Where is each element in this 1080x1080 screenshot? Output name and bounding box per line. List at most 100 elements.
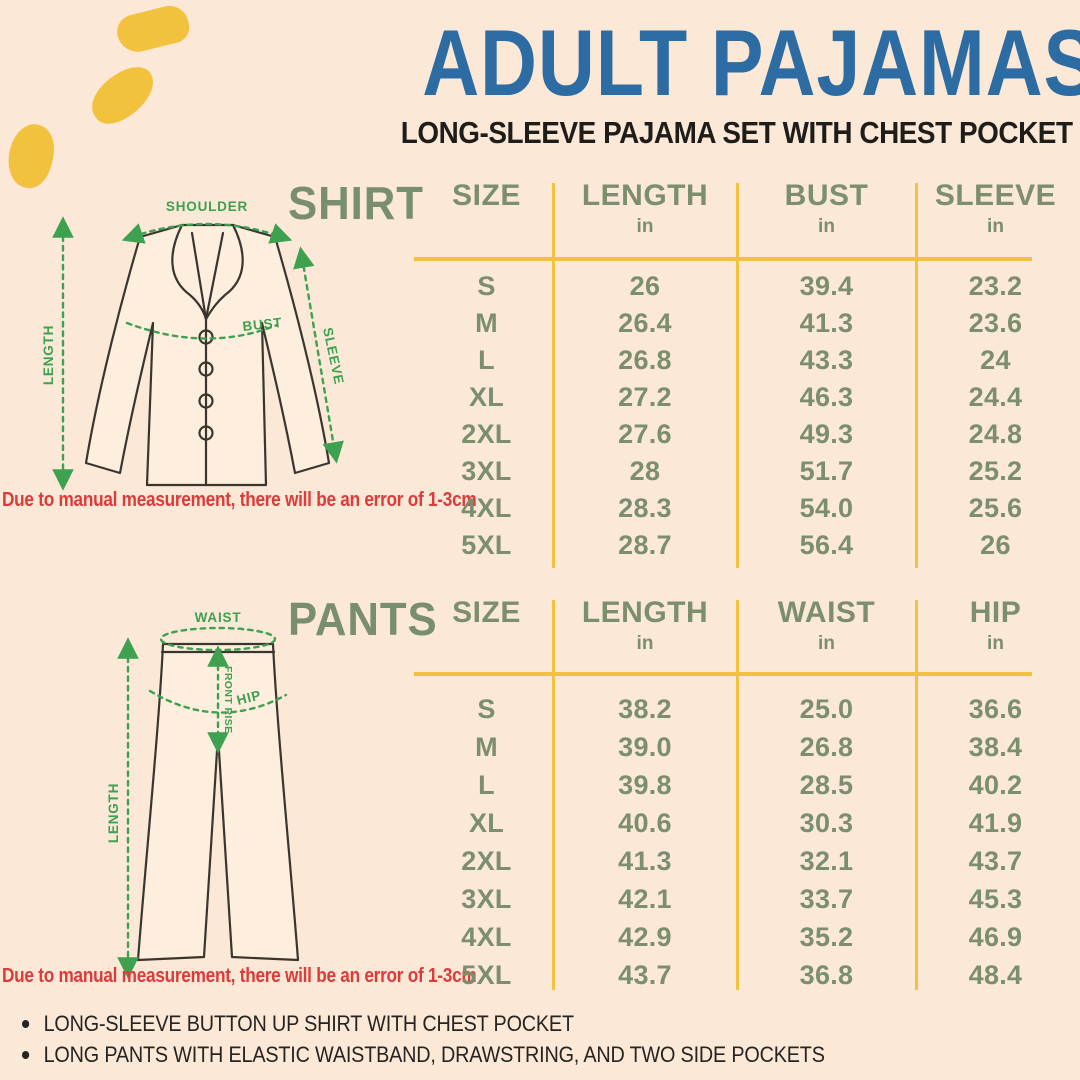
column-header-bust: BUST in [784, 179, 869, 237]
length-measure-label: LENGTH [41, 325, 56, 385]
shirt-section-label: SHIRT [288, 177, 424, 229]
column-header-waist: WAIST in [777, 596, 876, 654]
measurement-cell: 26 [980, 530, 1011, 560]
measurement-cell: 36.6 [968, 693, 1023, 724]
measurement-cell: 26 [629, 271, 661, 301]
shoulder-measure-label: SHOULDER [166, 199, 248, 214]
measurement-cell: 36.8 [799, 959, 854, 990]
measurement-cell: 32.1 [799, 845, 854, 876]
measurement-cell: 24.4 [968, 382, 1023, 412]
column-header-length: LENGTH in [581, 179, 709, 237]
measurement-cell: 24.8 [968, 419, 1023, 449]
measurement-cell: 27.6 [618, 419, 672, 449]
column-divider [551, 600, 555, 990]
size-cell: 5XL [461, 959, 512, 990]
shirt-measurement-diagram: SHOULDER LENGTH BUST SLEEVE [41, 199, 347, 491]
sleeve-measure-label: SLEEVE [320, 326, 347, 386]
shirt-button [198, 361, 214, 377]
measurement-cell: 35.2 [799, 921, 854, 952]
shirt-measurement-note: Due to manual measurement, there will be… [2, 489, 477, 511]
page-subtitle: LONG-SLEEVE PAJAMA SET WITH CHEST POCKET [400, 114, 1073, 150]
shirt-size-table: SIZE LENGTH in BUST in SLEEVE in S 26 39.4 23.2 M 26… [414, 178, 1075, 568]
measurement-cell: 56.4 [799, 530, 854, 560]
measurement-cell: 28.3 [618, 493, 672, 523]
feature-list: LONG-SLEEVE BUTTON UP SHIRT WITH CHEST P… [22, 1008, 825, 1070]
column-header-size: SIZE [452, 179, 521, 212]
measurement-cell: 46.3 [799, 382, 854, 412]
column-divider [914, 183, 918, 568]
shirt-button [198, 393, 214, 409]
measurement-cell: 26.8 [799, 731, 854, 762]
feature-item: LONG-SLEEVE BUTTON UP SHIRT WITH CHEST P… [22, 1008, 825, 1039]
measurement-cell: 45.3 [968, 883, 1023, 914]
measurement-cell: 54.0 [799, 493, 854, 523]
column-divider [914, 600, 918, 990]
measurement-cell: 40.6 [618, 807, 672, 838]
size-cell: 2XL [461, 845, 512, 876]
measurement-cell: 28 [629, 456, 661, 486]
measurement-cell: 39.8 [618, 769, 672, 800]
measurement-cell: 27.2 [618, 382, 672, 412]
bullet-icon [22, 1050, 30, 1059]
pants-outline [136, 642, 300, 962]
measurement-cell: 40.2 [968, 769, 1023, 800]
measurement-cell: 39.4 [799, 271, 854, 301]
measurement-cell: 33.7 [799, 883, 854, 914]
measurement-cell: 23.6 [968, 308, 1023, 338]
measurement-cell: 28.7 [618, 530, 672, 560]
front-rise-measure-label: FRONT RISE [222, 666, 234, 734]
measurement-cell: 25.0 [799, 693, 854, 724]
measurement-cell: 25.2 [968, 456, 1023, 486]
size-cell: XL [468, 807, 505, 838]
measurement-cell: 48.4 [968, 959, 1023, 990]
measurement-cell: 49.3 [799, 419, 854, 449]
column-divider [735, 183, 739, 568]
measurement-cell: 39.0 [618, 731, 672, 762]
measurement-cell: 26.8 [618, 345, 672, 375]
measurement-cell: 41.3 [799, 308, 854, 338]
size-cell: 3XL [461, 456, 512, 486]
size-cell: M [475, 731, 498, 762]
pants-measurement-note: Due to manual measurement, there will be… [2, 965, 477, 987]
pants-measurement-diagram: WAIST FRONT RISE HIP LENGTH [106, 610, 300, 979]
header-divider [414, 672, 1032, 676]
measurement-cell: 51.7 [799, 456, 854, 486]
page-title: ADULT PAJAMAS [422, 10, 1080, 115]
measurement-cell: 42.1 [618, 883, 672, 914]
column-divider [735, 600, 739, 990]
feature-text: LONG PANTS WITH ELASTIC WAISTBAND, DRAWS… [43, 1041, 825, 1067]
decorative-blob [82, 58, 164, 132]
length-measure-label: LENGTH [106, 783, 121, 843]
measurement-cell: 42.9 [618, 921, 672, 952]
hip-measure-label: HIP [235, 687, 263, 708]
shirt-outline [84, 223, 331, 487]
pants-section-label: PANTS [288, 593, 438, 645]
column-header-length: LENGTH in [581, 596, 709, 654]
bust-measure-label: BUST [242, 315, 283, 334]
measurement-cell: 46.9 [968, 921, 1023, 952]
measurement-cell: 41.9 [968, 807, 1023, 838]
size-cell: M [475, 308, 498, 338]
measurement-cell: 30.3 [799, 807, 854, 838]
size-cell: 5XL [461, 530, 512, 560]
column-divider [551, 183, 555, 568]
feature-text: LONG-SLEEVE BUTTON UP SHIRT WITH CHEST P… [43, 1010, 574, 1036]
measurement-cell: 38.2 [618, 693, 672, 724]
measurement-cell: 24 [980, 345, 1011, 375]
size-cell: XL [468, 382, 505, 412]
size-cell: L [478, 769, 495, 800]
size-cell: L [478, 345, 495, 375]
waist-measure-label: WAIST [195, 610, 242, 625]
measurement-cell: 23.2 [968, 271, 1023, 301]
size-cell: 2XL [461, 419, 512, 449]
measurement-cell: 41.3 [618, 845, 672, 876]
measurement-cell: 28.5 [799, 769, 854, 800]
column-header-sleeve: SLEEVE in [934, 179, 1057, 237]
size-cell: 4XL [461, 921, 512, 952]
decorative-blob [1, 119, 61, 193]
measurement-cell: 25.6 [968, 493, 1023, 523]
decorative-blob [113, 1, 193, 57]
column-header-hip: HIP in [969, 596, 1022, 654]
bullet-icon [22, 1019, 30, 1028]
